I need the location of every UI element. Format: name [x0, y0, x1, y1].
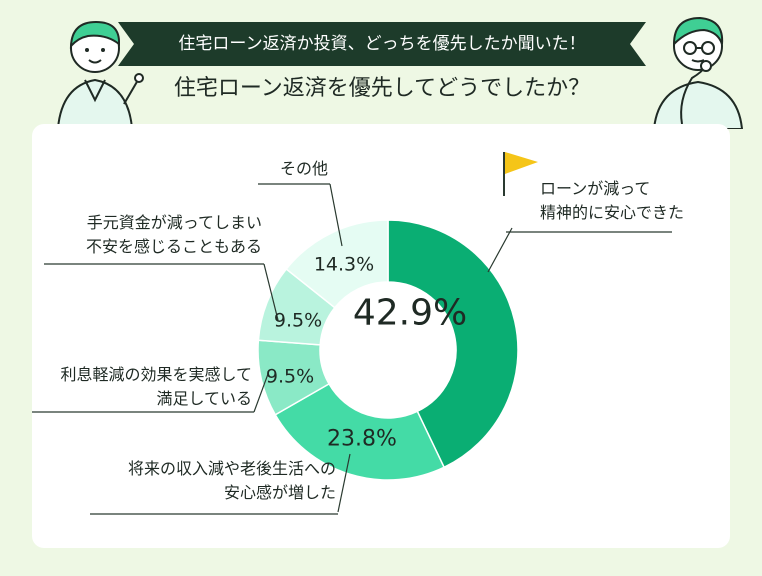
slice-label-3-line-0: 手元資金が減ってしまい: [87, 213, 262, 232]
leader-line-2: [253, 373, 269, 413]
leader-line-0: [487, 227, 513, 273]
header-banner: 住宅ローン返済か投資、どっちを優先したか聞いた！: [118, 22, 646, 66]
donut-slice-4: [285, 219, 389, 309]
banner-ribbon-shape: [118, 22, 646, 66]
leader-line-3: [263, 263, 279, 321]
right-person-illustration: [652, 16, 744, 129]
donut-slice-1: [274, 382, 446, 481]
slice-percent-1: 23.8%: [327, 427, 397, 452]
slice-label-3-line-1: 不安を感じることもある: [86, 237, 262, 256]
slice-label-0-line-1: 精神的に安心できた: [540, 203, 684, 222]
slice-label-1-line-0: 将来の収入減や老後生活への: [128, 459, 336, 478]
slice-label-0-line-0: ローンが減って: [540, 179, 650, 198]
flag-icon: [503, 152, 538, 196]
slice-percent-4: 14.3%: [314, 254, 374, 276]
slice-label-2-line-1: 満足している: [156, 389, 252, 408]
left-person-illustration: [56, 20, 144, 128]
leader-line-4: [329, 183, 343, 247]
slice-label-4-line-0: その他: [280, 159, 328, 178]
question-title: 住宅ローン返済を優先してどうでしたか？: [173, 76, 591, 101]
banner-text: 住宅ローン返済か投資、どっちを優先したか聞いた！: [178, 34, 586, 54]
slice-percent-2: 9.5%: [266, 366, 314, 388]
chart-card: ローンが減って精神的に安心できた 42.9% 将来の収入減や老後生活への安心感が増し…: [32, 124, 730, 548]
leader-line-1: [337, 453, 351, 513]
slice-label-1-line-1: 安心感が増した: [224, 483, 336, 502]
donut-slice-0: [387, 219, 519, 469]
slice-percent-3: 9.5%: [274, 310, 322, 332]
slice-percent-0: 42.9%: [353, 293, 467, 334]
slice-label-2-line-0: 利息軽減の効果を実感して: [60, 365, 252, 384]
